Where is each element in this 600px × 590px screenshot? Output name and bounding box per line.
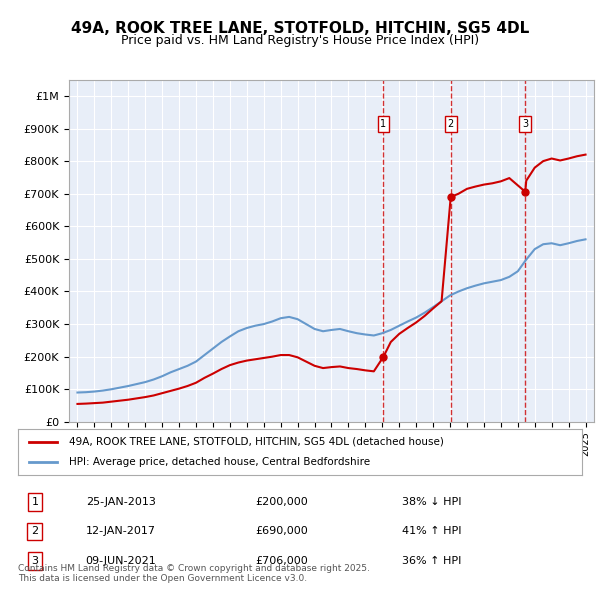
- Text: 2: 2: [448, 119, 454, 129]
- Text: 49A, ROOK TREE LANE, STOTFOLD, HITCHIN, SG5 4DL: 49A, ROOK TREE LANE, STOTFOLD, HITCHIN, …: [71, 21, 529, 35]
- Text: 36% ↑ HPI: 36% ↑ HPI: [401, 556, 461, 566]
- Text: 25-JAN-2013: 25-JAN-2013: [86, 497, 155, 507]
- Text: Price paid vs. HM Land Registry's House Price Index (HPI): Price paid vs. HM Land Registry's House …: [121, 34, 479, 47]
- Text: 09-JUN-2021: 09-JUN-2021: [86, 556, 157, 566]
- Text: HPI: Average price, detached house, Central Bedfordshire: HPI: Average price, detached house, Cent…: [69, 457, 370, 467]
- Text: £690,000: £690,000: [255, 526, 308, 536]
- Text: 3: 3: [522, 119, 529, 129]
- Text: £200,000: £200,000: [255, 497, 308, 507]
- Text: 49A, ROOK TREE LANE, STOTFOLD, HITCHIN, SG5 4DL (detached house): 49A, ROOK TREE LANE, STOTFOLD, HITCHIN, …: [69, 437, 443, 447]
- Text: Contains HM Land Registry data © Crown copyright and database right 2025.
This d: Contains HM Land Registry data © Crown c…: [18, 563, 370, 583]
- Text: £706,000: £706,000: [255, 556, 308, 566]
- Text: 2: 2: [31, 526, 38, 536]
- Text: 12-JAN-2017: 12-JAN-2017: [86, 526, 155, 536]
- Text: 1: 1: [31, 497, 38, 507]
- Text: 38% ↓ HPI: 38% ↓ HPI: [401, 497, 461, 507]
- Text: 41% ↑ HPI: 41% ↑ HPI: [401, 526, 461, 536]
- Text: 3: 3: [31, 556, 38, 566]
- Text: 1: 1: [380, 119, 386, 129]
